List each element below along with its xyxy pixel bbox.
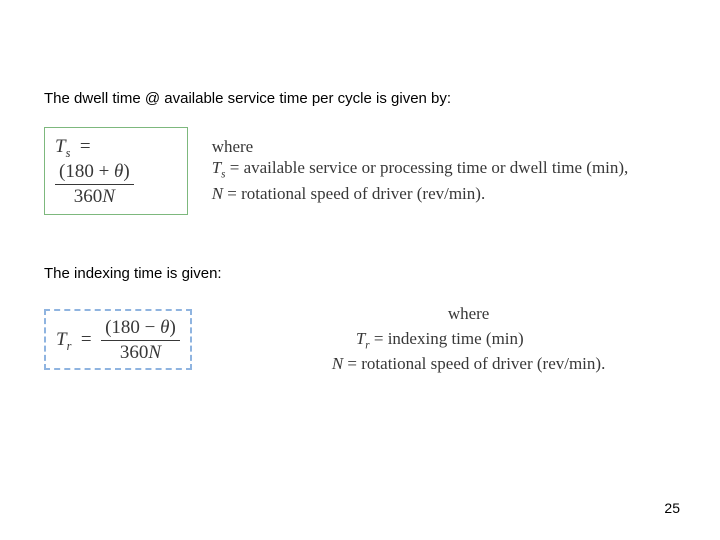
def-n1: N = rotational speed of driver (rev/min)… xyxy=(212,183,629,206)
def-n2-text: rotational speed of driver (rev/min). xyxy=(361,354,605,373)
dwell-time-intro: The dwell time @ available service time … xyxy=(44,90,676,107)
den-num-2: 360 xyxy=(120,342,149,363)
def-tr: Tr = indexing time (min) xyxy=(332,328,606,353)
num-open-2: (180 − xyxy=(105,317,160,338)
def-ts: Ts = available service or processing tim… xyxy=(212,157,629,182)
num-theta-2: θ xyxy=(160,317,169,338)
def-n1-eq: = xyxy=(223,184,241,203)
tr-sub: r xyxy=(67,339,72,353)
where-word-2: where xyxy=(332,304,606,324)
indexing-time-formula: Tr = (180 − θ) 360N xyxy=(56,329,180,350)
def-ts-text: available service or processing time or … xyxy=(244,158,629,177)
den-num: 360 xyxy=(74,186,103,207)
def-n2-var: N xyxy=(332,354,343,373)
num-open: (180 + xyxy=(59,161,114,182)
def-n1-text: rotational speed of driver (rev/min). xyxy=(241,184,485,203)
def-tr-eq: = xyxy=(370,329,388,348)
tr-var: T xyxy=(56,329,67,350)
dwell-time-formula-box: Ts = (180 + θ) 360N xyxy=(44,127,188,215)
def-tr-text: indexing time (min) xyxy=(388,329,524,348)
ts-sub: s xyxy=(66,146,71,160)
num-close: ) xyxy=(123,161,129,182)
where-word-1: where xyxy=(212,137,254,157)
def-n2: N = rotational speed of driver (rev/min)… xyxy=(332,353,606,376)
dwell-where-block: where Ts = available service or processi… xyxy=(212,136,676,205)
def-ts-eq: = xyxy=(225,158,243,177)
def-n1-var: N xyxy=(212,184,223,203)
indexing-time-formula-box: Tr = (180 − θ) 360N xyxy=(44,309,192,370)
num-theta: θ xyxy=(114,161,123,182)
indexing-time-intro: The indexing time is given: xyxy=(44,265,676,282)
def-tr-var: T xyxy=(356,329,365,348)
num-close-2: ) xyxy=(170,317,176,338)
dwell-time-row: Ts = (180 + θ) 360N where Ts = available… xyxy=(44,127,676,215)
dwell-fraction: (180 + θ) 360N xyxy=(55,161,134,208)
ts-var: T xyxy=(55,136,66,157)
indexing-time-row: Tr = (180 − θ) 360N where Tr = indexing … xyxy=(44,304,676,376)
den-var: N xyxy=(102,186,115,207)
index-where-block: where Tr = indexing time (min) N = rotat… xyxy=(332,304,606,376)
page-number: 25 xyxy=(664,500,680,516)
def-ts-var: T xyxy=(212,158,221,177)
def-n2-eq: = xyxy=(343,354,361,373)
dwell-time-formula: Ts = (180 + θ) 360N xyxy=(55,136,134,194)
den-var-2: N xyxy=(148,342,161,363)
index-fraction: (180 − θ) 360N xyxy=(101,317,180,364)
